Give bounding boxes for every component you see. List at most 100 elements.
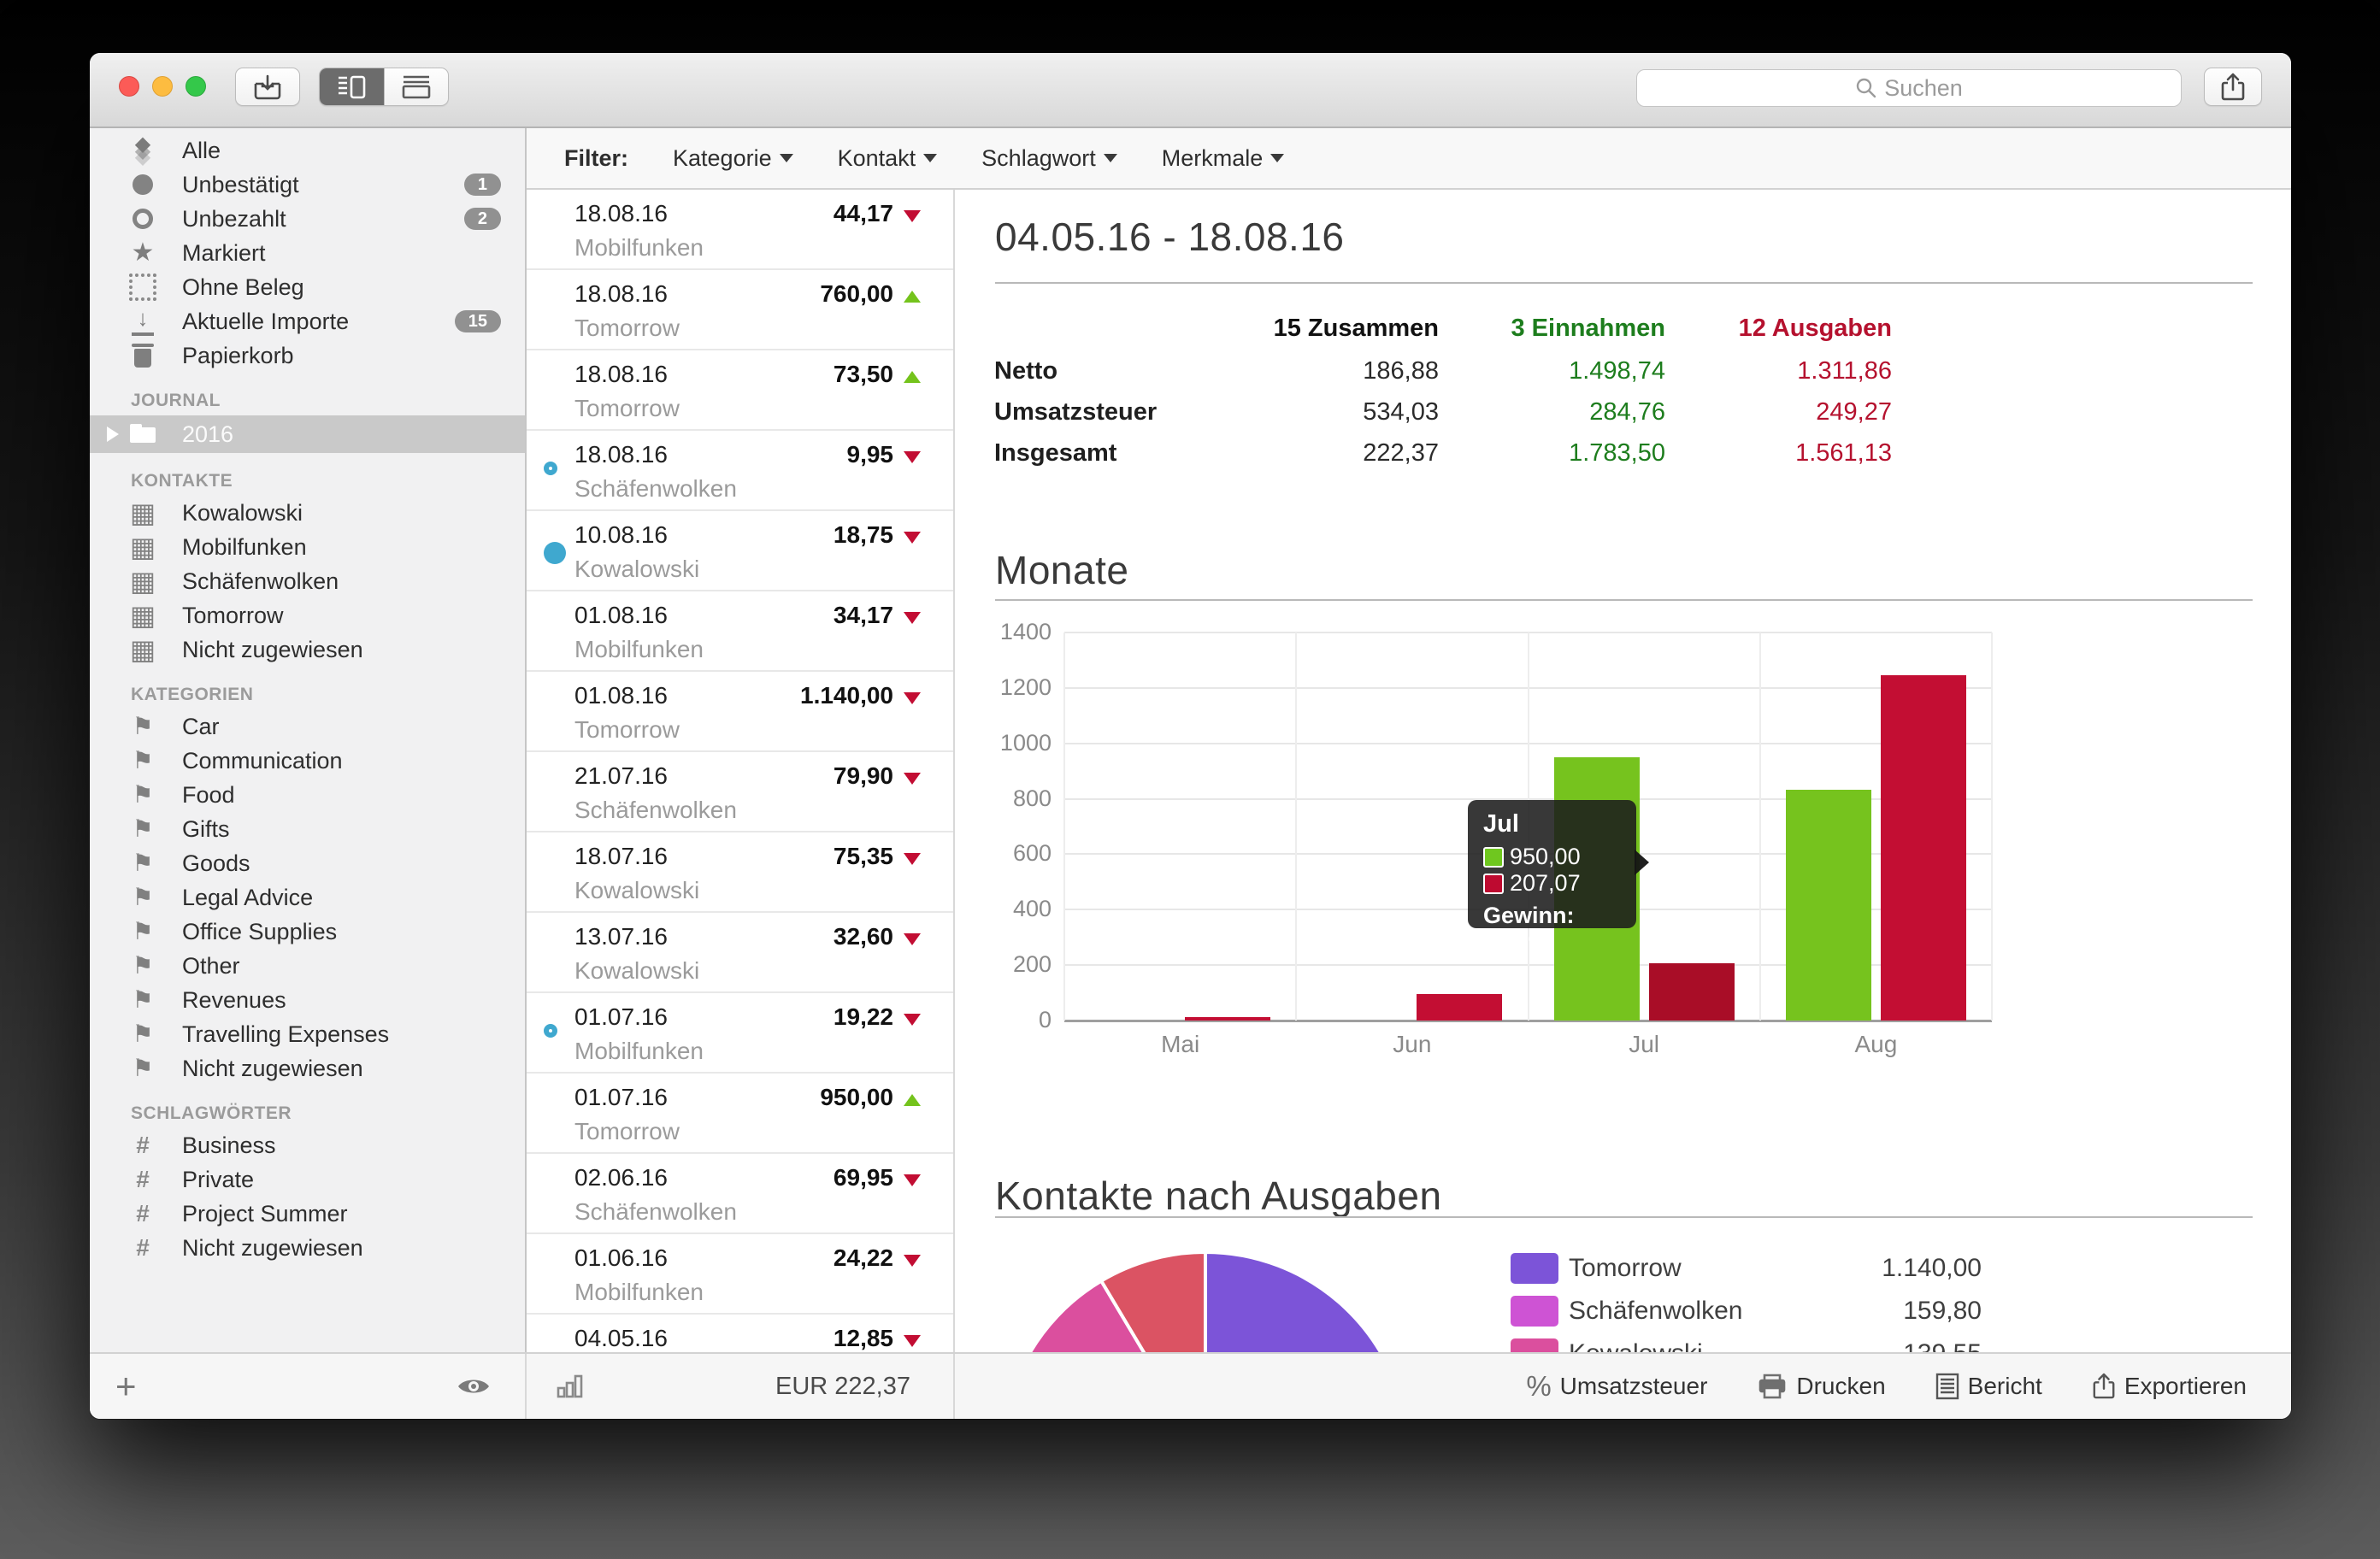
transaction-row[interactable]: 01.08.16 1.140,00 Tomorrow (527, 672, 953, 752)
tooltip-ausgaben: 207,07 (1510, 870, 1581, 896)
sidebar-item-category[interactable]: Car (90, 709, 525, 744)
flag-icon (127, 814, 158, 844)
building-icon (127, 600, 158, 631)
list-total: EUR 222,37 (775, 1372, 910, 1400)
sidebar-item[interactable]: Papierkorb (90, 338, 525, 373)
sidebar-item-category[interactable]: Goods (90, 846, 525, 880)
sidebar-item-tag[interactable]: Business (90, 1128, 525, 1162)
sidebar-item[interactable]: Markiert (90, 236, 525, 270)
filter-dropdown[interactable]: Kategorie (673, 145, 793, 172)
transaction-row[interactable]: 02.06.16 69,95 Schäfenwolken (527, 1154, 953, 1234)
sidebar-item-label: Communication (182, 748, 343, 774)
list-detail-view-icon (337, 74, 368, 100)
filter-dropdown[interactable]: Kontakt (838, 145, 938, 172)
flag-icon (127, 711, 158, 742)
sidebar-item-tag[interactable]: Nicht zugewiesen (90, 1231, 525, 1265)
sidebar-section-schlagwoerter: SCHLAGWÖRTER Business Private Project Su… (90, 1099, 525, 1265)
transaction-row[interactable]: 18.08.16 760,00 Tomorrow (527, 270, 953, 350)
transaction-row[interactable]: 01.06.16 24,22 Mobilfunken (527, 1234, 953, 1315)
count-badge: 15 (454, 310, 501, 332)
sidebar-item-category[interactable]: Communication (90, 744, 525, 778)
sidebar-item-category[interactable]: Food (90, 778, 525, 812)
sidebar-item-contact[interactable]: Nicht zugewiesen (90, 632, 525, 667)
bar-aug-ausgaben[interactable] (1880, 674, 1966, 1021)
transaction-row[interactable]: 18.08.16 9,95 Schäfenwolken (527, 431, 953, 511)
pie-slice-mobilfunken[interactable] (1099, 1250, 1207, 1352)
sidebar-item-icon (127, 203, 158, 234)
sidebar-item-label: Project Summer (182, 1201, 348, 1227)
sidebar-item[interactable]: Alle (90, 133, 525, 168)
sidebar-item[interactable]: Unbezahlt 2 (90, 202, 525, 236)
footer-action-button[interactable]: Drucken (1757, 1373, 1886, 1400)
sidebar-item-contact[interactable]: Tomorrow (90, 598, 525, 632)
eye-button[interactable] (457, 1375, 491, 1397)
transaction-row[interactable]: 18.08.16 73,50 Tomorrow (527, 350, 953, 431)
summary-value-zusammen: 222,37 (1363, 439, 1439, 467)
sidebar-item-category[interactable]: Nicht zugewiesen (90, 1051, 525, 1085)
filter-dropdown-label: Schlagwort (981, 144, 1096, 171)
gridline-x (1295, 632, 1298, 1021)
transaction-row[interactable]: 01.08.16 34,17 Mobilfunken (527, 591, 953, 672)
sidebar-item-label: Nicht zugewiesen (182, 1056, 363, 1081)
sidebar-item-category[interactable]: Gifts (90, 812, 525, 846)
sidebar-item-category[interactable]: Revenues (90, 983, 525, 1017)
chevron-down-icon (1103, 154, 1117, 162)
view-list-detail-segment[interactable] (320, 68, 384, 105)
disclosure-triangle-icon[interactable] (107, 427, 119, 442)
sidebar-item-category[interactable]: Legal Advice (90, 880, 525, 915)
transaction-row[interactable]: 10.08.16 18,75 Kowalowski (527, 511, 953, 591)
close-button[interactable] (119, 76, 139, 97)
add-button[interactable]: + (115, 1366, 137, 1406)
sidebar-item-category[interactable]: Office Supplies (90, 915, 525, 949)
transaction-row[interactable]: 18.07.16 75,35 Kowalowski (527, 832, 953, 913)
filter-dropdown[interactable]: Merkmale (1162, 145, 1285, 172)
tooltip-month: Jul (1483, 810, 1519, 838)
footer-action-button[interactable]: % Umsatzsteuer (1526, 1370, 1707, 1403)
chart-toggle-button[interactable] (556, 1373, 585, 1400)
sidebar-item-contact[interactable]: Mobilfunken (90, 530, 525, 564)
sidebar-item-contact[interactable]: Schäfenwolken (90, 564, 525, 598)
bar-mai-ausgaben[interactable] (1185, 1016, 1271, 1021)
pie-slice-kowalowski[interactable] (1025, 1278, 1206, 1352)
y-axis-tick: 400 (1012, 896, 1052, 922)
minimize-button[interactable] (152, 76, 173, 97)
sidebar-item-tag[interactable]: Private (90, 1162, 525, 1197)
filter-dropdown[interactable]: Schlagwort (981, 145, 1117, 172)
sidebar-item-category[interactable]: Other (90, 949, 525, 983)
search-input[interactable]: Suchen (1636, 69, 2182, 107)
transaction-row[interactable]: 01.07.16 950,00 Tomorrow (527, 1074, 953, 1154)
kontakte-pie-svg (1004, 1250, 1409, 1352)
sidebar-item[interactable]: Ohne Beleg (90, 270, 525, 304)
transaction-row[interactable]: 21.07.16 79,90 Schäfenwolken (527, 752, 953, 832)
sidebar-item-label: Alle (182, 138, 221, 163)
import-button[interactable] (235, 68, 300, 106)
direction-triangle-icon (904, 1014, 921, 1026)
legend-name: Schäfenwolken (1569, 1297, 1743, 1325)
sidebar-item-label: Unbezahlt (182, 206, 286, 232)
sidebar-item-category[interactable]: Travelling Expenses (90, 1017, 525, 1051)
transaction-row[interactable]: 13.07.16 32,60 Kowalowski (527, 913, 953, 993)
sidebar-item-label: Papierkorb (182, 343, 294, 368)
sidebar-item-tag[interactable]: Project Summer (90, 1197, 525, 1231)
footer-action-button[interactable]: Bericht (1935, 1373, 2042, 1400)
view-table-segment[interactable] (384, 68, 448, 105)
sidebar-item[interactable]: Unbestätigt 1 (90, 168, 525, 202)
sidebar-item-journal-year[interactable]: 2016 (90, 415, 525, 453)
transaction-date: 01.07.16 (574, 1084, 668, 1110)
footer-action-icon (1935, 1373, 1959, 1400)
sidebar-item-contact[interactable]: Kowalowski (90, 496, 525, 530)
bar-aug-einnahmen[interactable] (1785, 789, 1871, 1021)
sidebar-item-label: Schäfenwolken (182, 568, 339, 594)
sidebar-item[interactable]: Aktuelle Importe 15 (90, 304, 525, 338)
bar-jun-ausgaben[interactable] (1417, 994, 1503, 1021)
transaction-row[interactable]: 18.08.16 44,17 Mobilfunken (527, 190, 953, 270)
zoom-button[interactable] (186, 76, 206, 97)
transaction-row[interactable]: 01.07.16 19,22 Mobilfunken (527, 993, 953, 1074)
transaction-row[interactable]: 04.05.16 12,85 (527, 1315, 953, 1352)
pie-slice-tomorrow[interactable] (1004, 1250, 1409, 1352)
y-axis-tick: 800 (1012, 785, 1052, 811)
direction-triangle-icon (904, 371, 921, 383)
bar-jul-ausgaben[interactable] (1648, 962, 1735, 1021)
footer-action-button[interactable]: Exportieren (2092, 1373, 2247, 1400)
share-button[interactable] (2204, 68, 2262, 106)
